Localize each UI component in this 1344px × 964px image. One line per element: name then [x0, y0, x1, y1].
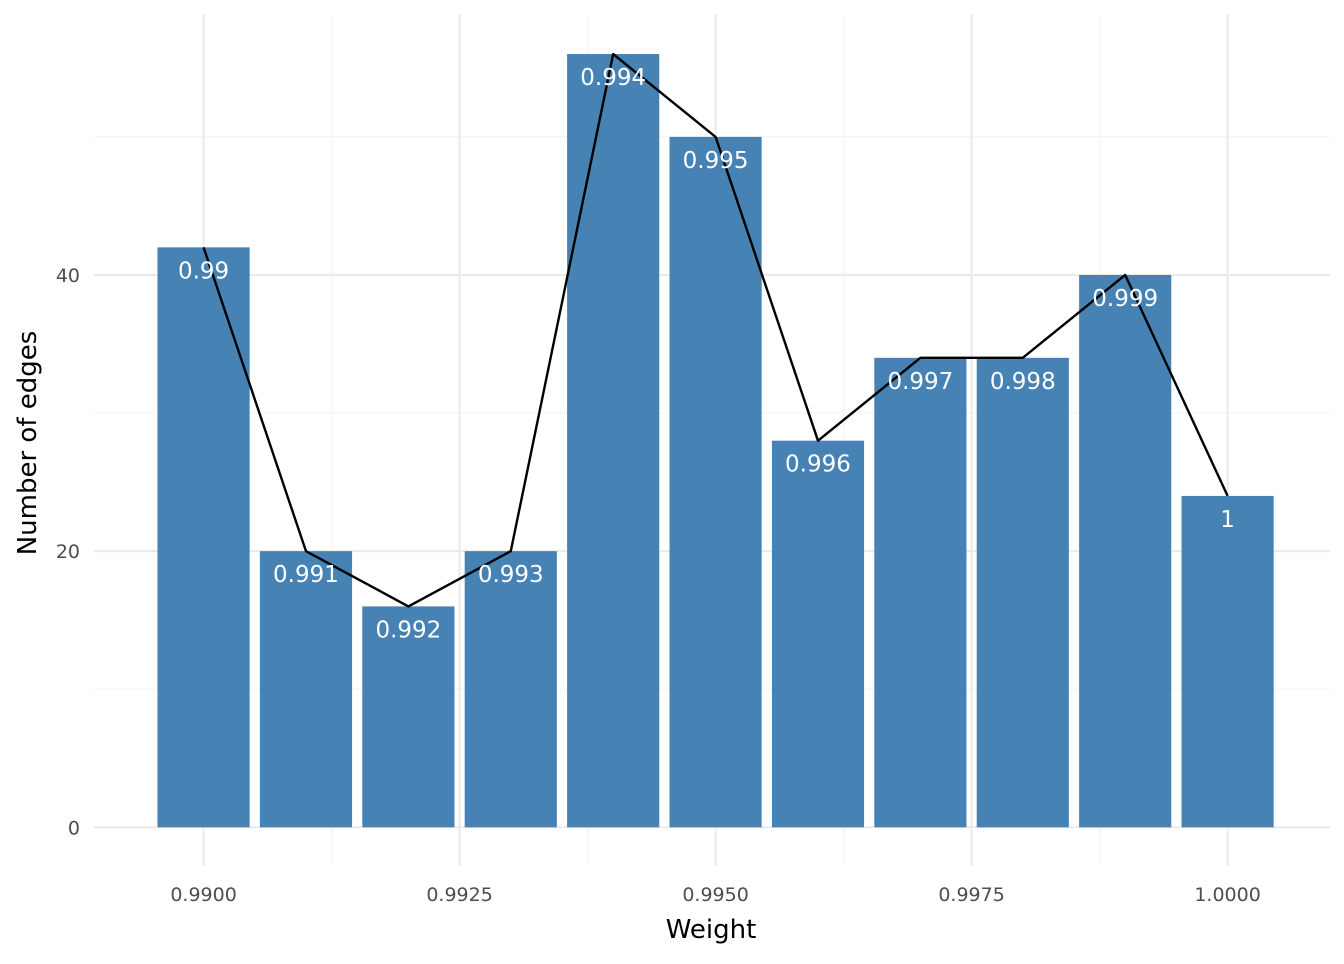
bar-label: 0.996	[785, 452, 851, 478]
bar-label: 0.991	[273, 562, 339, 588]
bar-labels: 0.99 0.991 0.992 0.993 0.994 0.995 0.996 0.997 0…	[178, 65, 1235, 643]
bars	[157, 54, 1274, 828]
bar	[567, 54, 660, 828]
bar-label: 0.995	[683, 148, 749, 174]
bar-label: 0.994	[580, 65, 646, 91]
bar	[259, 551, 353, 828]
bar-label: 0.99	[178, 258, 229, 284]
bar	[1181, 495, 1274, 828]
x-axis-title: Weight	[666, 915, 757, 945]
bar-label: 1	[1220, 507, 1235, 533]
bar	[1079, 274, 1172, 828]
bar	[771, 440, 865, 828]
x-tick-label: 1.0000	[1194, 884, 1260, 906]
x-tick-label: 0.9975	[938, 884, 1004, 906]
bar	[874, 357, 967, 828]
y-axis-title: Number of edges	[13, 331, 43, 556]
x-tick-label: 0.9925	[426, 884, 492, 906]
bar-label: 0.997	[887, 369, 953, 395]
trend-line	[202, 52, 1229, 608]
bar	[362, 606, 455, 828]
bar	[976, 357, 1069, 828]
bar-label: 0.993	[478, 562, 544, 588]
bar	[669, 136, 762, 828]
x-tick-label: 0.9900	[170, 884, 236, 906]
y-tick-label: 0	[68, 817, 80, 839]
bar-label: 0.992	[375, 617, 441, 643]
x-tick-label: 0.9950	[682, 884, 748, 906]
axis-ticks: 0.9900 0.9925 0.9950 0.9975 1.0000 0 20 40	[56, 265, 1261, 906]
y-tick-label: 40	[56, 265, 80, 287]
bar-label: 0.998	[990, 369, 1056, 395]
bar	[157, 247, 250, 828]
y-tick-label: 20	[56, 541, 80, 563]
trend-line-layer	[202, 52, 1229, 608]
bar-label: 0.999	[1092, 286, 1158, 312]
bar	[464, 551, 557, 828]
